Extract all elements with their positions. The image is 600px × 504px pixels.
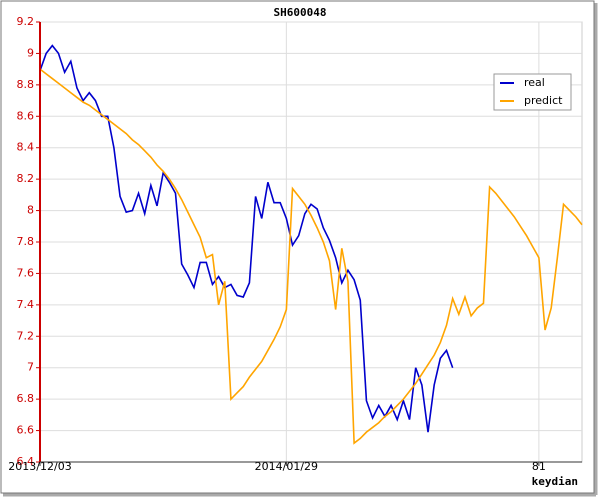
legend-label: real (524, 76, 545, 89)
y-tick-label: 6.8 (17, 392, 35, 405)
y-tick-label: 6.4 (17, 455, 35, 468)
x-axis-label: keydian (532, 475, 578, 488)
lines (39, 44, 583, 445)
legend-box (493, 73, 572, 111)
y-tick-label: 8.6 (17, 109, 35, 122)
y-tick-label: 7.2 (17, 329, 35, 342)
y-tick-label: 7.6 (17, 266, 35, 279)
y-tick-label: 7.8 (17, 235, 35, 248)
y-tick-label: 6.6 (17, 424, 35, 437)
legend: real predict (493, 73, 572, 111)
y-tick-label: 8 (27, 204, 34, 217)
x-tick-label: 81 (532, 460, 546, 473)
legend-label: predict (524, 94, 563, 107)
y-tick-label: 7.4 (17, 298, 35, 311)
y-tick-label: 8.8 (17, 78, 35, 91)
y-tick-label: 9.2 (17, 15, 35, 28)
y-tick-label: 8.2 (17, 172, 35, 185)
series-line (39, 68, 583, 445)
y-tick-label: 9 (27, 46, 34, 59)
axes: 6.4 6.6 6.8 7 7.2 7.4 7.6 7.8 8 8.2 8.4 8.6 8.8 9 9.2 2… (8, 15, 582, 473)
chart-title: SH600048 (274, 6, 327, 19)
series-line (39, 44, 454, 433)
y-tick-label: 8.4 (17, 141, 35, 154)
x-tick-label: 2014/01/29 (255, 460, 318, 473)
y-tick-label: 7 (27, 361, 34, 374)
x-tick-label: 2013/12/03 (8, 460, 71, 473)
